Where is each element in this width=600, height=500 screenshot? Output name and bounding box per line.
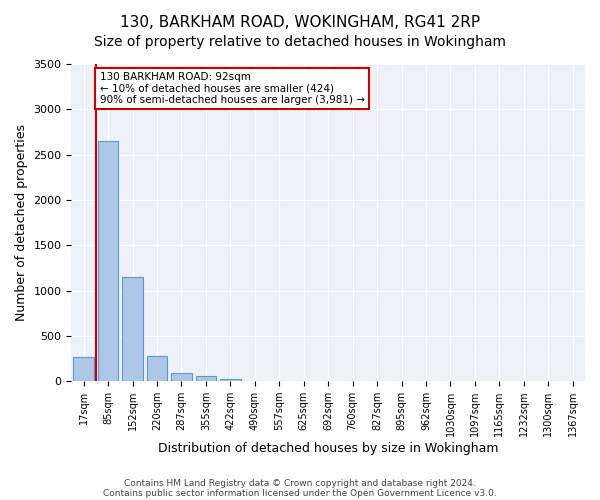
Bar [73,357,94,381]
Bar [196,376,217,381]
Bar [146,356,167,381]
Text: Contains public sector information licensed under the Open Government Licence v3: Contains public sector information licen… [103,488,497,498]
X-axis label: Distribution of detached houses by size in Wokingham: Distribution of detached houses by size … [158,442,499,455]
Bar [98,141,118,381]
Text: Size of property relative to detached houses in Wokingham: Size of property relative to detached ho… [94,35,506,49]
Bar [171,373,192,381]
Text: 130, BARKHAM ROAD, WOKINGHAM, RG41 2RP: 130, BARKHAM ROAD, WOKINGHAM, RG41 2RP [120,15,480,30]
Y-axis label: Number of detached properties: Number of detached properties [15,124,28,321]
Bar [122,277,143,381]
Text: Contains HM Land Registry data © Crown copyright and database right 2024.: Contains HM Land Registry data © Crown c… [124,478,476,488]
Text: 130 BARKHAM ROAD: 92sqm
← 10% of detached houses are smaller (424)
90% of semi-d: 130 BARKHAM ROAD: 92sqm ← 10% of detache… [100,72,365,105]
Bar [220,378,241,381]
